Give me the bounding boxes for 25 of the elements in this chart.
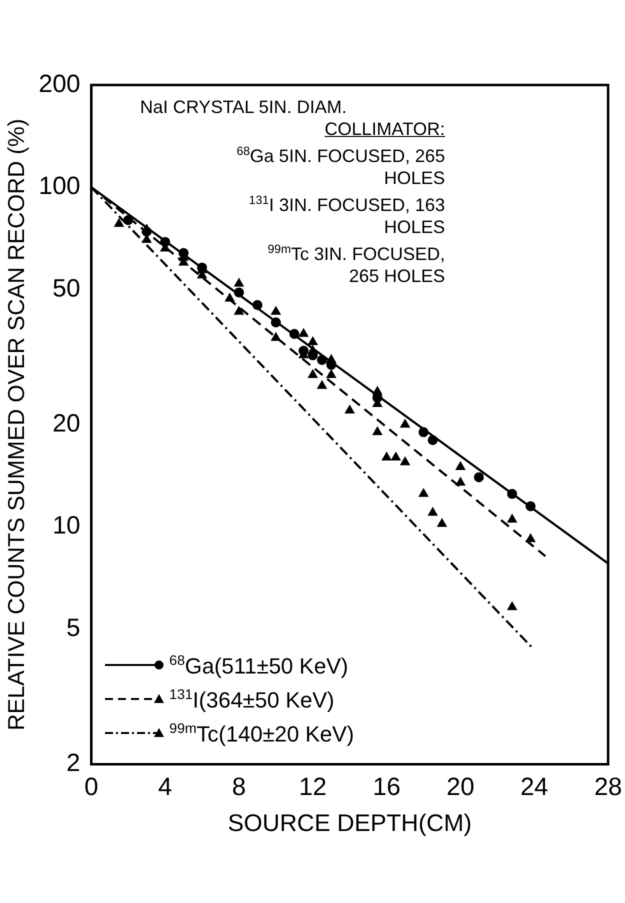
- annotation: $^{99m}$Tc 3IN. FOCUSED, 265 HOLES: [266, 241, 445, 287]
- x-tick-label: 28: [594, 773, 622, 802]
- annotation: COLLIMATOR:: [324, 118, 445, 140]
- legend-label: $^{68}$Ga(511±50 KeV): [169, 652, 348, 679]
- x-tick-label: 24: [520, 773, 548, 802]
- x-tick-label: 12: [298, 773, 327, 802]
- x-tick-label: 8: [232, 773, 246, 802]
- annotation: $^{68}$Ga 5IN. FOCUSED, 265 HOLES: [236, 143, 445, 189]
- y-tick-label: 100: [38, 172, 80, 200]
- x-tick-label: 20: [446, 773, 474, 802]
- x-tick-label: 0: [84, 773, 98, 802]
- legend-label: $^{131}$I(364±50 KeV): [169, 686, 334, 713]
- x-axis-title: SOURCE DEPTH(CM): [228, 810, 472, 838]
- y-axis-title: RELATIVE COUNTS SUMMED OVER SCAN RECORD (%): [3, 118, 30, 730]
- y-tick-label: 2: [66, 749, 80, 778]
- y-tick-label: 50: [52, 274, 80, 302]
- y-tick-label: 5: [66, 614, 80, 642]
- x-tick-label: 16: [372, 773, 401, 802]
- x-tick-label: 4: [158, 773, 172, 802]
- y-tick-label: 200: [38, 70, 80, 98]
- annotation: $^{131}$I 3IN. FOCUSED, 163 HOLES: [248, 192, 445, 238]
- legend-label: $^{99m}$Tc(140±20 KeV): [169, 720, 354, 747]
- y-tick-label: 10: [52, 512, 80, 540]
- annotation: NaI CRYSTAL 5IN. DIAM.: [140, 96, 348, 118]
- y-tick-label: 20: [52, 409, 80, 438]
